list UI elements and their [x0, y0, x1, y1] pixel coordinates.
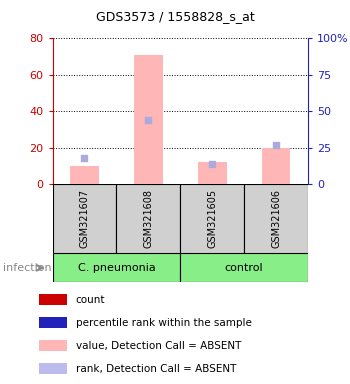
Bar: [180, 253, 308, 282]
Bar: [116, 184, 180, 253]
Bar: [134, 55, 163, 184]
Bar: [262, 148, 290, 184]
Text: infection: infection: [4, 263, 52, 273]
Bar: [52, 184, 116, 253]
Text: rank, Detection Call = ABSENT: rank, Detection Call = ABSENT: [76, 364, 236, 374]
Bar: [244, 184, 308, 253]
Text: percentile rank within the sample: percentile rank within the sample: [76, 318, 251, 328]
Bar: [38, 363, 67, 374]
Point: [209, 161, 215, 167]
Bar: [180, 184, 244, 253]
Bar: [38, 317, 67, 328]
Text: GSM321607: GSM321607: [79, 189, 90, 248]
Text: control: control: [225, 263, 264, 273]
Point: [82, 155, 87, 161]
Text: C. pneumonia: C. pneumonia: [77, 263, 155, 273]
Bar: [70, 166, 99, 184]
Text: count: count: [76, 295, 105, 305]
Text: value, Detection Call = ABSENT: value, Detection Call = ABSENT: [76, 341, 241, 351]
Text: GDS3573 / 1558828_s_at: GDS3573 / 1558828_s_at: [96, 10, 254, 23]
Point: [146, 117, 151, 123]
Text: GSM321606: GSM321606: [271, 189, 281, 248]
Text: GSM321605: GSM321605: [207, 189, 217, 248]
Point: [273, 142, 279, 148]
Bar: [52, 253, 180, 282]
Bar: [198, 162, 226, 184]
Bar: [38, 294, 67, 305]
Bar: [38, 340, 67, 351]
Text: GSM321608: GSM321608: [143, 189, 153, 248]
